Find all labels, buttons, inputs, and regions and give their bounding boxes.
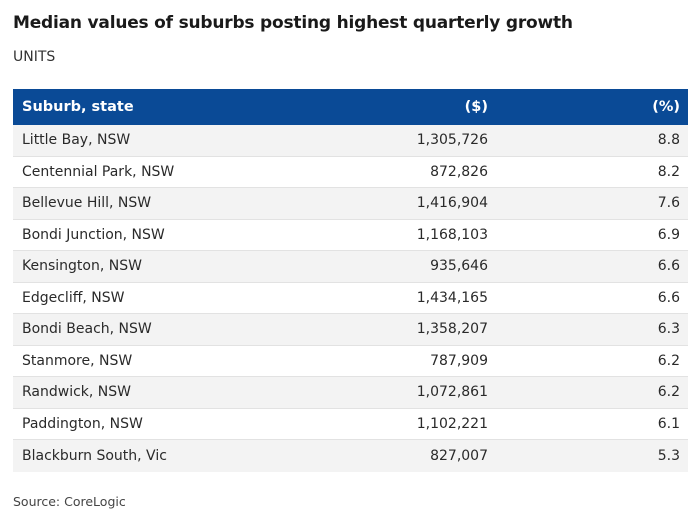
cell-suburb: Centennial Park, NSW — [22, 163, 175, 180]
table-row: Bondi Beach, NSW 1,358,207 6.3 — [13, 314, 688, 346]
cell-suburb: Randwick, NSW — [22, 384, 132, 401]
cell-value: 1,102,221 — [416, 415, 488, 432]
chart-subtitle: UNITS — [13, 49, 56, 65]
cell-growth: 7.6 — [657, 195, 680, 212]
cell-growth: 6.6 — [657, 258, 680, 275]
table-row: Centennial Park, NSW 872,826 8.2 — [13, 157, 688, 188]
cell-growth: 6.9 — [657, 226, 680, 243]
cell-value: 827,007 — [430, 447, 488, 464]
chart-title: Median values of suburbs posting highest… — [13, 13, 573, 33]
cell-value: 1,416,904 — [416, 195, 488, 212]
cell-growth: 6.1 — [657, 415, 680, 432]
cell-growth: 6.6 — [657, 289, 680, 306]
column-header-suburb: Suburb, state — [22, 99, 134, 115]
cell-value: 935,646 — [430, 258, 488, 275]
cell-growth: 8.8 — [657, 132, 680, 149]
cell-suburb: Paddington, NSW — [22, 415, 143, 432]
cell-value: 787,909 — [430, 352, 488, 369]
cell-suburb: Little Bay, NSW — [22, 132, 131, 149]
cell-suburb: Bondi Junction, NSW — [22, 226, 165, 243]
cell-growth: 8.2 — [657, 163, 680, 180]
cell-value: 1,434,165 — [416, 289, 488, 306]
cell-value: 1,072,861 — [416, 384, 488, 401]
table-row: Blackburn South, Vic 827,007 5.3 — [13, 440, 688, 472]
cell-suburb: Bondi Beach, NSW — [22, 321, 152, 338]
table-row: Paddington, NSW 1,102,221 6.1 — [13, 409, 688, 440]
cell-suburb: Bellevue Hill, NSW — [22, 195, 152, 212]
table-row: Stanmore, NSW 787,909 6.2 — [13, 346, 688, 377]
source-note: Source: CoreLogic — [13, 494, 126, 509]
table-row: Edgecliff, NSW 1,434,165 6.6 — [13, 283, 688, 314]
cell-suburb: Kensington, NSW — [22, 258, 142, 275]
table-header: Suburb, state ($) (%) — [13, 89, 688, 125]
cell-growth: 5.3 — [657, 447, 680, 464]
table-row: Randwick, NSW 1,072,861 6.2 — [13, 377, 688, 409]
cell-value: 1,358,207 — [416, 321, 488, 338]
data-table: Suburb, state ($) (%) Little Bay, NSW 1,… — [13, 89, 688, 472]
column-header-growth: (%) — [652, 99, 680, 115]
column-header-value: ($) — [464, 99, 488, 115]
table-row: Bellevue Hill, NSW 1,416,904 7.6 — [13, 188, 688, 220]
cell-growth: 6.3 — [657, 321, 680, 338]
table-row: Little Bay, NSW 1,305,726 8.8 — [13, 125, 688, 157]
cell-suburb: Edgecliff, NSW — [22, 289, 125, 306]
cell-growth: 6.2 — [657, 352, 680, 369]
table-row: Bondi Junction, NSW 1,168,103 6.9 — [13, 220, 688, 251]
cell-value: 1,305,726 — [416, 132, 488, 149]
cell-value: 1,168,103 — [416, 226, 488, 243]
cell-suburb: Stanmore, NSW — [22, 352, 133, 369]
table-row: Kensington, NSW 935,646 6.6 — [13, 251, 688, 283]
cell-value: 872,826 — [430, 163, 488, 180]
cell-suburb: Blackburn South, Vic — [22, 447, 167, 464]
cell-growth: 6.2 — [657, 384, 680, 401]
